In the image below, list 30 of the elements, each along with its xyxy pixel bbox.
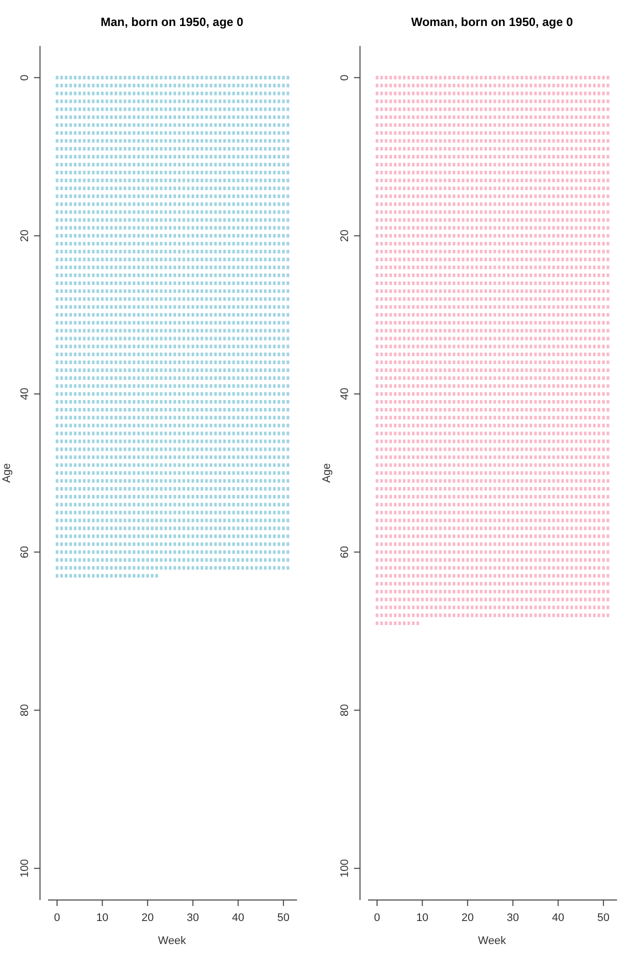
x-tick-label: 20 <box>141 912 154 924</box>
y-tick-label: 20 <box>19 230 31 242</box>
chart-title: Man, born on 1950, age 0 <box>100 15 244 29</box>
y-tick-label: 100 <box>339 859 351 878</box>
x-tick-label: 20 <box>461 912 474 924</box>
x-tick-label: 50 <box>597 912 610 924</box>
chart-title: Woman, born on 1950, age 0 <box>411 15 574 29</box>
y-axis-title: Age <box>1 463 13 483</box>
y-tick-label: 60 <box>19 546 31 558</box>
y-tick-label: 40 <box>339 388 351 400</box>
y-tick-label: 100 <box>19 859 31 878</box>
y-tick-label: 20 <box>339 230 351 242</box>
x-tick-label: 30 <box>186 912 199 924</box>
x-tick-label: 10 <box>416 912 428 924</box>
y-tick-label: 60 <box>339 546 351 558</box>
x-tick-label: 0 <box>374 912 380 924</box>
x-tick-label: 30 <box>506 912 519 924</box>
y-tick-label: 80 <box>339 704 351 716</box>
x-axis-title: Week <box>158 935 186 947</box>
x-tick-label: 40 <box>232 912 244 924</box>
y-tick-label: 80 <box>19 704 31 716</box>
x-tick-label: 10 <box>96 912 108 924</box>
x-tick-label: 0 <box>54 912 60 924</box>
y-axis-title: Age <box>321 463 333 483</box>
y-tick-label: 0 <box>19 74 31 81</box>
x-axis-title: Week <box>478 935 506 947</box>
x-tick-label: 40 <box>552 912 564 924</box>
y-tick-label: 0 <box>339 74 351 81</box>
x-tick-label: 50 <box>277 912 290 924</box>
y-tick-label: 40 <box>19 388 31 400</box>
